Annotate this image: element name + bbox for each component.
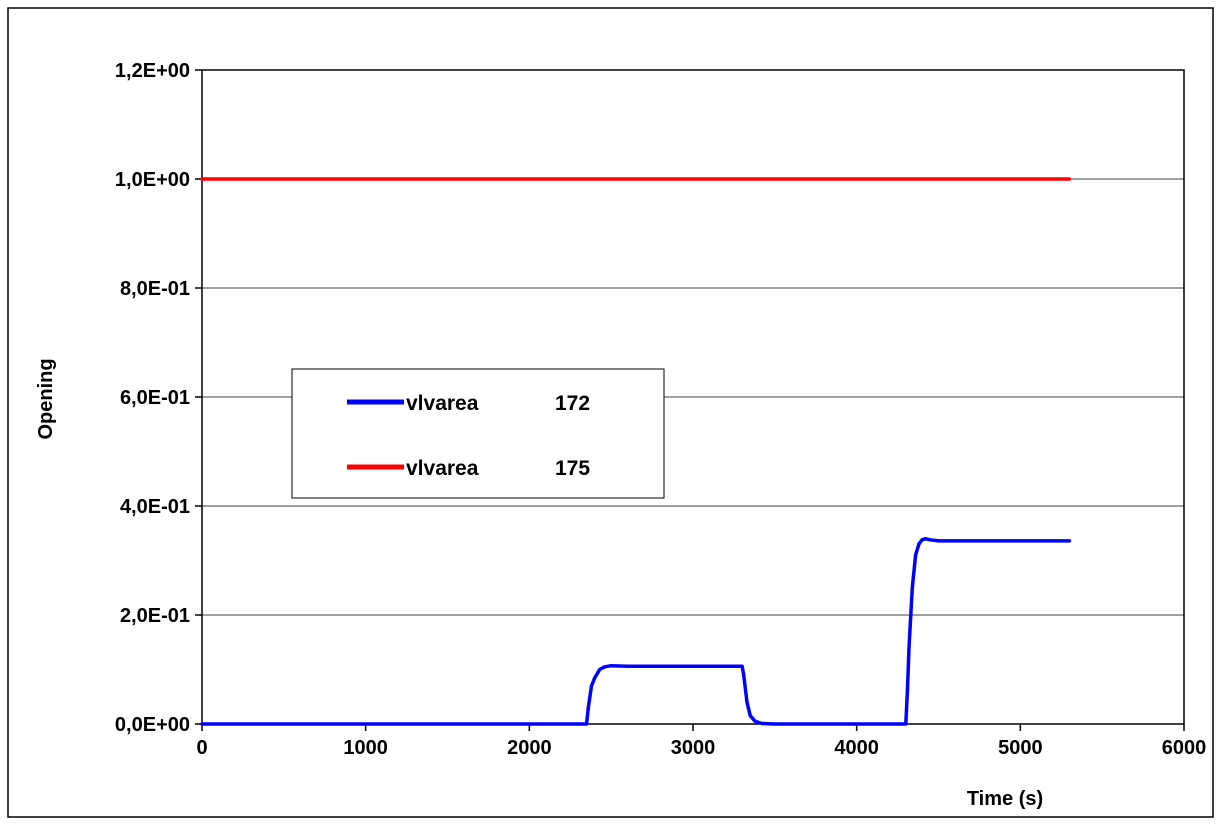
y-tick-label: 0,0E+00 — [115, 714, 190, 736]
y-tick-label: 8,0E-01 — [120, 278, 190, 300]
x-tick-label: 1000 — [343, 737, 388, 759]
series-layer — [200, 177, 1072, 726]
legend-label-172-id: 172 — [555, 392, 590, 415]
legend: vlvarea 172 vlvarea 175 — [291, 368, 665, 499]
y-tick-label: 1,2E+00 — [115, 60, 190, 82]
x-tick-label: 0 — [196, 737, 207, 759]
x-tick-label: 3000 — [671, 737, 716, 759]
y-axis-title: Opening — [35, 358, 57, 439]
y-tick-label: 6,0E-01 — [120, 387, 190, 409]
axis-ticks: 0,0E+00 2,0E-01 4,0E-01 6,0E-01 8,0E-01 1,0E+… — [115, 60, 1206, 759]
y-tick-label: 2,0E-01 — [120, 605, 190, 627]
x-tick-label: 2000 — [507, 737, 552, 759]
series-line-172 — [200, 536, 1072, 726]
x-axis-title: Time (s) — [967, 788, 1043, 810]
y-tick-label: 4,0E-01 — [120, 496, 190, 518]
legend-box — [291, 368, 665, 499]
legend-label-175-id: 175 — [555, 457, 590, 480]
x-tick-label: 5000 — [998, 737, 1043, 759]
y-tick-label: 1,0E+00 — [115, 169, 190, 191]
x-tick-label: 6000 — [1162, 737, 1207, 759]
legend-label-172-name: vlvarea — [406, 392, 479, 415]
x-tick-label: 4000 — [834, 737, 879, 759]
legend-label-175-name: vlvarea — [406, 457, 479, 480]
